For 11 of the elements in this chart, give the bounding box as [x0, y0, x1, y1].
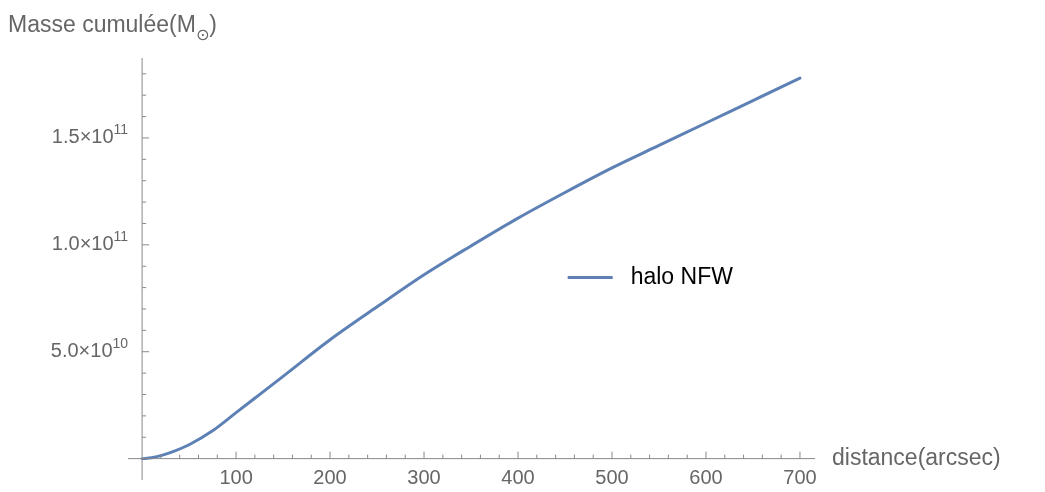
x-tick-label: 200: [313, 466, 347, 489]
x-tick-label: 100: [219, 466, 253, 489]
x-axis-title: distance(arcsec): [832, 443, 1001, 470]
y-axis-title: Masse cumulée(M⊙): [8, 11, 218, 43]
line-series: [140, 76, 802, 461]
x-tick-label: 300: [407, 466, 441, 489]
x-tick-label: 400: [501, 466, 535, 489]
x-tick-label: 600: [689, 466, 723, 489]
x-tick-label: 500: [595, 466, 629, 489]
x-tick-label: 700: [783, 466, 817, 489]
legend-label: halo NFW: [630, 262, 734, 289]
